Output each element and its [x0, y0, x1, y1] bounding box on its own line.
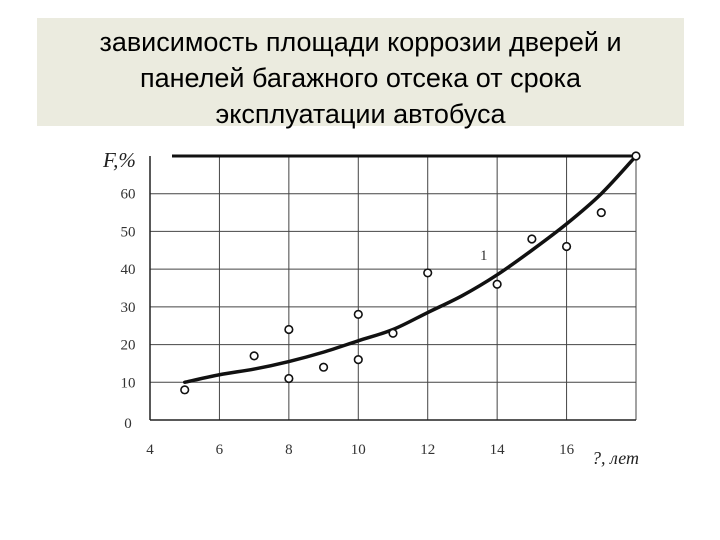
x-tick-label: 14 [490, 442, 506, 458]
y-tick-label: 20 [121, 338, 136, 354]
data-point [423, 268, 433, 278]
data-point [180, 385, 190, 395]
data-points [180, 151, 641, 395]
axis-labels: F,% ?, лет 1 0 10 20 30 40 50 60 4 6 8 10 12 14 16 [102, 148, 639, 468]
y-tick-label: 10 [121, 375, 136, 391]
x-tick-label: 4 [146, 442, 154, 458]
data-point [284, 324, 294, 335]
x-tick-label: 16 [559, 442, 575, 458]
data-point [353, 355, 363, 365]
y-tick-label: 40 [121, 262, 136, 278]
grid [149, 154, 637, 421]
data-point [631, 151, 641, 161]
y-tick-label: 30 [121, 300, 136, 316]
data-point [527, 234, 537, 244]
data-point [318, 362, 329, 372]
data-point [388, 328, 398, 338]
chart-title-line-2: панелей багажного отсека от срока [139, 63, 582, 93]
data-point [561, 241, 572, 252]
data-point [596, 207, 606, 218]
data-point [353, 309, 363, 320]
fit-curve [182, 154, 638, 385]
title-banner: зависимость площади коррозии дверей и па… [37, 18, 684, 129]
x-tick-label: 12 [420, 442, 435, 458]
data-point [284, 373, 294, 384]
y-tick-label: 0 [124, 416, 132, 432]
y-tick-label: 50 [121, 224, 136, 240]
x-tick-label: 6 [216, 442, 224, 458]
x-tick-label: 8 [285, 442, 293, 458]
axes [149, 156, 636, 421]
curve-label: 1 [480, 248, 488, 264]
x-axis-label: ?, лет [592, 448, 639, 468]
y-tick-label: 60 [121, 187, 136, 203]
fit-curve-layer [182, 154, 638, 385]
y-axis-label: F,% [102, 148, 136, 172]
chart-title-line-3: эксплуатации автобуса [215, 99, 506, 129]
chart-title-line-1: зависимость площади коррозии дверей и [99, 27, 622, 57]
data-point [492, 279, 502, 289]
x-tick-label: 10 [351, 442, 366, 458]
data-point [249, 351, 259, 361]
